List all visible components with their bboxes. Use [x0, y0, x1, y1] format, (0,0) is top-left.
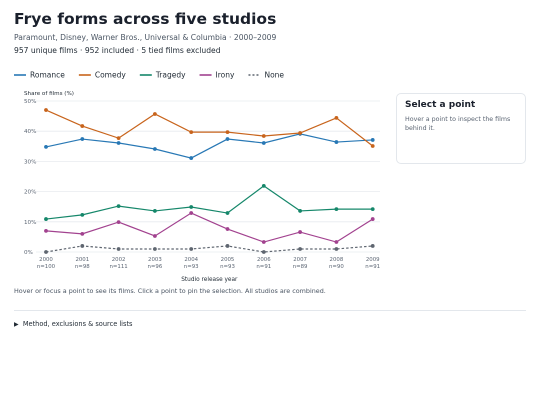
x-tick-sublabel: n=93 — [184, 264, 199, 270]
title: Frye forms across five studios — [14, 10, 277, 28]
subtitle: Paramount, Disney, Warner Bros., Univers… — [14, 33, 277, 42]
data-point[interactable] — [370, 207, 375, 212]
data-point[interactable] — [44, 228, 48, 233]
data-point[interactable] — [80, 244, 85, 248]
data-point[interactable] — [44, 108, 48, 112]
data-point[interactable] — [116, 141, 121, 145]
data-point[interactable] — [225, 244, 230, 248]
series-line — [45, 109, 374, 147]
data-point[interactable] — [116, 247, 121, 251]
y-tick-label: 10% — [24, 220, 36, 226]
x-tick-label: 2001 — [75, 257, 89, 263]
data-point[interactable] — [153, 234, 157, 238]
series-line — [45, 212, 374, 243]
data-point[interactable] — [261, 134, 266, 138]
data-point[interactable] — [189, 130, 194, 135]
data-point[interactable] — [153, 247, 157, 251]
data-point[interactable] — [225, 227, 230, 231]
data-point[interactable] — [153, 147, 157, 151]
data-point[interactable] — [370, 144, 375, 148]
data-point[interactable] — [225, 130, 230, 135]
legend-label: Comedy — [95, 71, 127, 80]
series-line — [45, 133, 373, 159]
x-tick-sublabel: n=111 — [109, 264, 127, 270]
panel-text: Hover a point to inspect the films behin… — [405, 116, 511, 132]
data-point[interactable] — [153, 112, 157, 116]
x-tick-sublabel: n=96 — [148, 264, 163, 270]
x-tick-label: 2007 — [293, 257, 307, 263]
data-point[interactable] — [261, 141, 266, 145]
data-point[interactable] — [370, 244, 375, 248]
legend-label: Tragedy — [155, 71, 186, 80]
y-axis-label: Share of films (%) — [24, 91, 74, 97]
panel-title: Select a point — [405, 100, 476, 110]
x-tick-sublabel: n=100 — [37, 264, 56, 270]
x-tick-sublabel: n=93 — [220, 264, 235, 270]
data-point[interactable] — [261, 250, 266, 254]
data-point[interactable] — [80, 124, 85, 128]
data-point[interactable] — [80, 212, 85, 217]
data-point[interactable] — [189, 211, 194, 215]
x-tick-label: 2008 — [330, 257, 344, 263]
details-label[interactable]: Method, exclusions & source lists — [22, 320, 133, 328]
x-tick-label: 2005 — [221, 257, 235, 263]
data-point[interactable] — [261, 240, 266, 244]
x-tick-label: 2004 — [184, 257, 198, 263]
y-tick-label: 40% — [24, 129, 36, 135]
x-tick-sublabel: n=91 — [256, 264, 271, 270]
y-tick-label: 30% — [24, 159, 36, 165]
chart: Romance Comedy Tragedy Irony None Share of fi… — [14, 71, 380, 283]
data-point[interactable] — [189, 247, 194, 251]
data-point[interactable] — [189, 205, 194, 209]
x-tick-label: 2002 — [112, 257, 126, 263]
divider — [14, 310, 526, 311]
legend-label: Romance — [30, 71, 65, 80]
y-tick-label: 20% — [24, 190, 36, 196]
data-point[interactable] — [153, 209, 157, 213]
data-point[interactable] — [116, 204, 121, 208]
x-tick-sublabel: n=89 — [293, 264, 308, 270]
data-point[interactable] — [298, 230, 302, 234]
data-point[interactable] — [44, 217, 48, 221]
data-point[interactable] — [261, 183, 266, 188]
data-point[interactable] — [116, 136, 121, 141]
x-tick-sublabel: n=91 — [365, 264, 380, 270]
data-point[interactable] — [370, 138, 375, 142]
data-point[interactable] — [334, 140, 339, 144]
data-point[interactable] — [80, 231, 85, 236]
y-tick-label: 0% — [24, 250, 33, 256]
data-point[interactable] — [225, 137, 230, 141]
series-line — [45, 185, 373, 220]
data-point[interactable] — [44, 145, 48, 149]
data-point[interactable] — [334, 240, 339, 244]
data-point[interactable] — [370, 217, 375, 221]
data-point[interactable] — [225, 211, 230, 215]
stats: 957 unique films · 952 included · 5 tied… — [14, 46, 221, 55]
x-tick-label: 2000 — [39, 257, 53, 263]
data-point[interactable] — [116, 220, 121, 225]
x-tick-label: 2003 — [148, 257, 162, 263]
data-point[interactable] — [334, 116, 339, 120]
x-axis-label: Studio release year — [181, 277, 238, 283]
legend-label: None — [264, 71, 284, 80]
data-point[interactable] — [80, 137, 85, 141]
x-tick-sublabel: n=90 — [329, 264, 344, 270]
x-tick-sublabel: n=98 — [75, 264, 90, 270]
x-tick-label: 2009 — [366, 257, 380, 263]
data-point[interactable] — [298, 209, 302, 213]
hint: Hover or focus a point to see its films.… — [14, 287, 326, 295]
legend-label: Irony — [216, 71, 235, 80]
data-point[interactable] — [189, 156, 194, 160]
data-point[interactable] — [334, 207, 339, 212]
detail-panel: Select a point Hover a point to inspect … — [396, 93, 526, 164]
data-point[interactable] — [298, 247, 302, 251]
details-toggle[interactable]: ▶ Method, exclusions & source lists — [14, 320, 133, 328]
data-point[interactable] — [334, 247, 339, 251]
data-point[interactable] — [44, 250, 48, 254]
y-tick-label: 50% — [24, 99, 36, 105]
x-tick-label: 2006 — [257, 257, 271, 263]
series-line — [45, 245, 373, 253]
data-point[interactable] — [298, 131, 302, 135]
